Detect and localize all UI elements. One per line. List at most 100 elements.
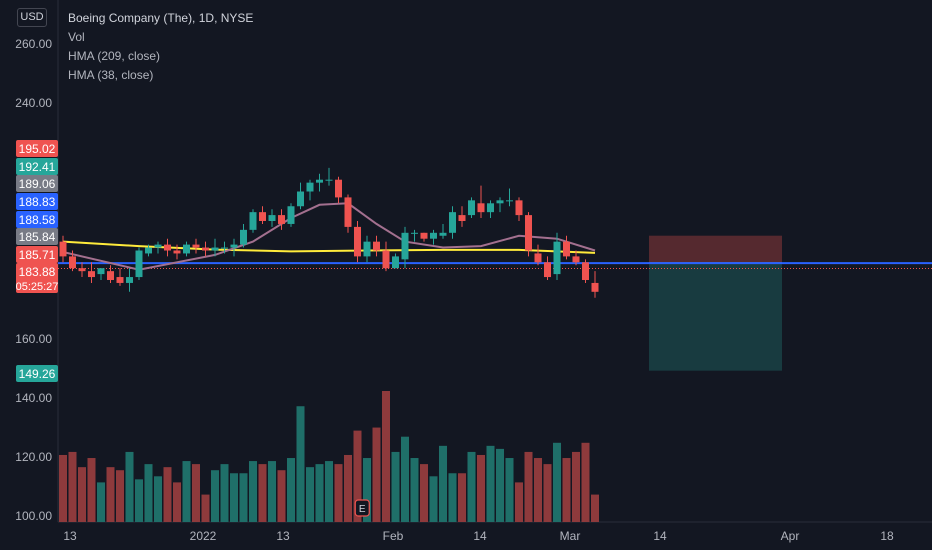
price-label-badge[interactable] xyxy=(16,365,58,382)
candle-body[interactable] xyxy=(354,226,361,257)
currency-label[interactable]: USD xyxy=(17,8,47,27)
indicator-hma-209[interactable]: HMA (209, close) xyxy=(68,49,161,63)
candle-body[interactable] xyxy=(420,232,428,239)
volume-bar xyxy=(534,458,542,522)
candle-body[interactable] xyxy=(373,241,380,251)
hma-38-line[interactable] xyxy=(62,202,596,271)
candle-body[interactable] xyxy=(211,247,219,251)
candle-body[interactable] xyxy=(230,244,238,248)
price-label-badge[interactable] xyxy=(16,175,58,192)
candle-body[interactable] xyxy=(534,253,542,263)
candle-body[interactable] xyxy=(363,241,371,257)
indicator-vol[interactable]: Vol xyxy=(68,30,85,44)
candle-body[interactable] xyxy=(325,179,333,181)
candle-body[interactable] xyxy=(164,244,171,251)
candle-body[interactable] xyxy=(591,282,599,292)
volume-bar xyxy=(420,464,428,522)
volume-bar xyxy=(116,470,124,522)
candle-body[interactable] xyxy=(145,247,152,254)
price-label-badge[interactable] xyxy=(16,158,58,175)
candle-body[interactable] xyxy=(116,277,124,283)
candle-body[interactable] xyxy=(572,256,580,263)
candle-body[interactable] xyxy=(306,182,314,192)
candle-body[interactable] xyxy=(268,215,276,221)
candle-body[interactable] xyxy=(59,241,67,257)
candle-body[interactable] xyxy=(382,250,390,269)
volume-bar xyxy=(220,464,229,522)
volume-bar xyxy=(201,494,210,522)
volume-bar xyxy=(258,464,267,522)
candle-body[interactable] xyxy=(449,212,456,233)
candle-body[interactable] xyxy=(544,262,551,278)
candle-body[interactable] xyxy=(335,179,342,198)
volume-bar xyxy=(277,470,286,522)
candle-body[interactable] xyxy=(344,197,352,227)
candle-body[interactable] xyxy=(525,215,532,251)
candle-body[interactable] xyxy=(487,203,494,213)
candle-body[interactable] xyxy=(316,179,323,183)
volume-bar xyxy=(505,458,514,522)
volume-bar xyxy=(97,482,105,522)
candle-body[interactable] xyxy=(173,250,181,254)
candle-body[interactable] xyxy=(563,241,570,257)
stop-loss-zone[interactable] xyxy=(649,235,782,263)
candle-body[interactable] xyxy=(287,206,295,224)
price-label-badge[interactable] xyxy=(16,228,58,245)
candle-body[interactable] xyxy=(477,203,485,213)
candle-body[interactable] xyxy=(430,232,437,239)
candle-body[interactable] xyxy=(202,247,209,251)
price-label-badge[interactable] xyxy=(16,263,58,293)
candle-body[interactable] xyxy=(411,232,418,234)
take-profit-zone[interactable] xyxy=(649,262,782,371)
candle-body[interactable] xyxy=(506,200,513,202)
candle-body[interactable] xyxy=(249,212,257,230)
price-label-badge[interactable] xyxy=(16,211,58,228)
y-tick-label: 160.00 xyxy=(15,332,52,346)
candle-body[interactable] xyxy=(88,271,95,278)
candle-body[interactable] xyxy=(69,256,76,269)
volume-bar xyxy=(59,454,67,522)
price-label-badge[interactable] xyxy=(16,193,58,210)
candle-body[interactable] xyxy=(259,212,266,221)
candle-body[interactable] xyxy=(97,268,105,275)
price-label-text: 185.71 xyxy=(19,248,56,262)
candle-body[interactable] xyxy=(154,244,162,248)
volume-bar xyxy=(467,451,476,522)
candle-body[interactable] xyxy=(221,247,228,249)
x-tick-label: Mar xyxy=(560,529,581,543)
y-tick-label: 240.00 xyxy=(15,96,52,110)
candle-body[interactable] xyxy=(107,271,114,280)
candle-body[interactable] xyxy=(297,191,304,207)
volume-bar xyxy=(182,461,191,522)
candle-body[interactable] xyxy=(496,200,504,204)
volume-bar xyxy=(477,454,485,522)
volume-bar xyxy=(448,473,457,522)
candle-body[interactable] xyxy=(183,244,190,254)
candle-body[interactable] xyxy=(515,200,523,216)
volume-bar xyxy=(211,470,219,522)
candle-body[interactable] xyxy=(392,256,399,269)
indicator-hma-38[interactable]: HMA (38, close) xyxy=(68,68,154,82)
hma-209-line[interactable] xyxy=(62,240,596,254)
candle-body[interactable] xyxy=(468,200,475,216)
candle-body[interactable] xyxy=(126,277,133,283)
price-label-badge[interactable] xyxy=(16,246,58,263)
price-label-text: 188.58 xyxy=(19,213,56,227)
price-label-badge[interactable] xyxy=(16,140,58,157)
x-tick-label: Feb xyxy=(383,529,404,543)
candle-body[interactable] xyxy=(582,262,589,280)
candle-body[interactable] xyxy=(458,215,466,221)
candle-body[interactable] xyxy=(192,244,200,248)
candle-body[interactable] xyxy=(401,232,409,260)
candle-body[interactable] xyxy=(553,241,561,275)
volume-bar xyxy=(230,473,238,522)
volume-bar xyxy=(363,458,371,522)
earnings-marker[interactable] xyxy=(354,499,370,517)
candle-body[interactable] xyxy=(240,229,247,245)
symbol-title[interactable]: Boeing Company (The), 1D, NYSE xyxy=(68,11,254,25)
candle-body[interactable] xyxy=(78,268,86,272)
candle-body[interactable] xyxy=(278,215,285,224)
candle-body[interactable] xyxy=(135,250,143,278)
candle-body[interactable] xyxy=(439,232,447,236)
